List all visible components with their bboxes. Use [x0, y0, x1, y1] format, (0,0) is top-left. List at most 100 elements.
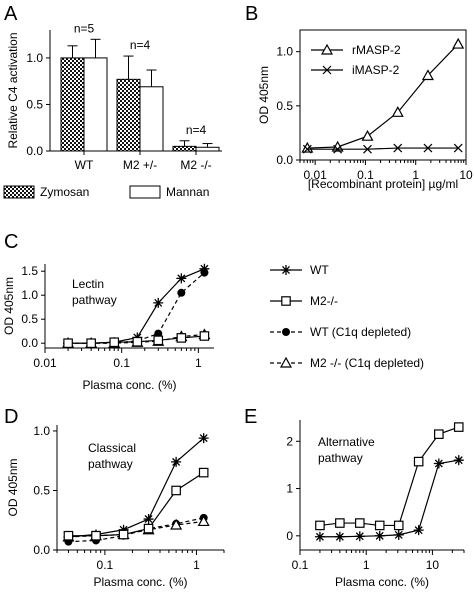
data-point: [171, 485, 181, 496]
legend-marker: [281, 265, 291, 275]
y-tick-label: 0.5: [21, 312, 38, 326]
data-point: [63, 338, 73, 348]
x-tick-label: 1: [412, 168, 419, 182]
n-annotation: n=5: [74, 21, 95, 35]
data-point: [315, 520, 325, 531]
x-tick-label: 0.01: [303, 168, 327, 182]
data-point: [363, 144, 372, 154]
bar-zymosan: [172, 145, 197, 152]
data-point: [413, 525, 424, 536]
series-m2-: [63, 467, 209, 541]
data-point: [86, 338, 96, 348]
data-point: [302, 144, 312, 154]
bar-mannan: [195, 146, 220, 152]
data-point: [393, 529, 404, 540]
y-axis-title: OD 405nm: [257, 66, 271, 124]
x-tick-label: 0.01: [33, 356, 57, 370]
x-axis-title: Plasma conc. (%): [82, 378, 176, 392]
data-point: [197, 515, 210, 527]
data-point: [334, 531, 345, 542]
data-point: [452, 37, 465, 49]
data-point: [199, 331, 210, 341]
y-axis-title: Relative C4 activation: [6, 32, 20, 148]
data-point: [153, 297, 164, 308]
legend-b: rMASP-2 iMASP-2: [311, 43, 401, 77]
y-tick-label: 0.0: [33, 543, 50, 557]
series-wt: [314, 455, 464, 542]
y-tick-label: 0.5: [276, 99, 293, 113]
panel-letter: C: [4, 231, 18, 253]
data-point: [176, 273, 187, 284]
x-tick-label: 0.1: [292, 558, 309, 572]
data-point: [374, 530, 385, 541]
y-tick-label: 0.0: [276, 153, 293, 167]
data-point: [423, 143, 433, 153]
legend-label: WT: [310, 263, 329, 277]
x-tick-label: 0.1: [357, 168, 374, 182]
series-m2-c1q-depleted-: [62, 515, 210, 542]
series-m2-: [63, 331, 210, 348]
data-point: [63, 530, 74, 541]
data-point: [421, 69, 434, 81]
data-point: [433, 458, 444, 469]
y-tick-label: 1.0: [33, 424, 50, 438]
y-tick-label: 2: [286, 434, 293, 448]
legend-marker: [282, 328, 290, 336]
legend-label-mannan: Mannan: [166, 185, 209, 199]
data-point: [301, 141, 314, 153]
data-point: [199, 263, 210, 274]
series-line: [68, 472, 205, 537]
data-point: [170, 518, 183, 530]
legend-label-zymosan: Zymosan: [40, 185, 89, 199]
x-tick-label: 10: [459, 168, 473, 182]
series-line: [307, 43, 459, 149]
legend-marker: [279, 356, 293, 368]
panel-letter: B: [245, 3, 258, 25]
y-tick-label: 1.0: [276, 45, 293, 59]
panel-letter: E: [244, 406, 257, 428]
bar-mannan: [139, 86, 164, 152]
data-point: [91, 530, 101, 541]
legend-swatch-zymosan: [3, 185, 35, 199]
data-point: [198, 433, 209, 444]
bar-zymosan: [116, 78, 141, 152]
panel-b: B 0.0 0.5 1.0 0.01 0.1 1 10 OD 405nm [Recombinant…: [245, 3, 473, 191]
data-point: [413, 456, 424, 467]
data-point: [153, 335, 164, 346]
data-point: [374, 520, 385, 531]
x-category-label: M2 -/-: [180, 158, 211, 172]
series-line: [68, 517, 204, 543]
data-point: [434, 429, 444, 439]
y-tick-label: 1.0: [21, 288, 38, 302]
series-wt-c1q-depleted-: [64, 513, 208, 546]
data-point: [176, 333, 187, 343]
y-tick-label: 1.0: [26, 51, 43, 65]
legend-label: M2 -/- (C1q depleted): [310, 356, 424, 370]
legend-swatch-mannan: [129, 185, 161, 199]
legend-marker: [320, 43, 334, 55]
data-point: [453, 455, 464, 466]
x-axis-title: Plasma conc. (%): [335, 575, 429, 589]
x-tick-label: 1: [363, 558, 370, 572]
plot-frame: [299, 29, 467, 161]
y-tick-label: 0.0: [21, 336, 38, 350]
data-point: [453, 143, 463, 153]
y-tick-label: 1.5: [21, 264, 38, 278]
data-point: [333, 144, 343, 154]
x-axis-title: [Recombinant protein] µg/ml: [308, 177, 458, 191]
data-point: [198, 467, 209, 478]
legend-label: rMASP-2: [352, 43, 401, 57]
y-axis-title: OD 405nm: [2, 277, 16, 335]
legend-marker: [281, 296, 291, 306]
data-point: [118, 529, 129, 540]
panel-annotation: pathway: [72, 293, 117, 307]
y-tick-label: 1: [286, 482, 293, 496]
series-line: [307, 147, 459, 150]
data-point: [143, 523, 154, 534]
series-m2-: [315, 422, 464, 531]
panel-annotation: Alternative: [318, 435, 375, 449]
data-point: [177, 288, 186, 297]
panel-letter: A: [4, 3, 18, 25]
legend-label: M2-/-: [310, 294, 338, 308]
